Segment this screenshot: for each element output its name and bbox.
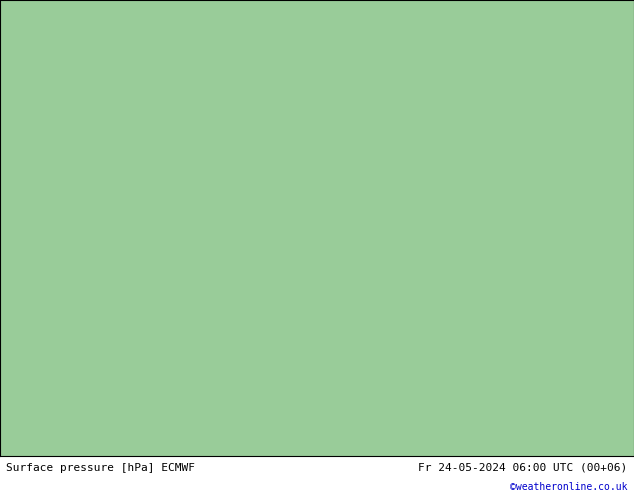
Text: Surface pressure [hPa] ECMWF: Surface pressure [hPa] ECMWF: [6, 463, 195, 473]
Text: Fr 24-05-2024 06:00 UTC (00+06): Fr 24-05-2024 06:00 UTC (00+06): [418, 463, 628, 473]
Text: ©weatheronline.co.uk: ©weatheronline.co.uk: [510, 482, 628, 490]
